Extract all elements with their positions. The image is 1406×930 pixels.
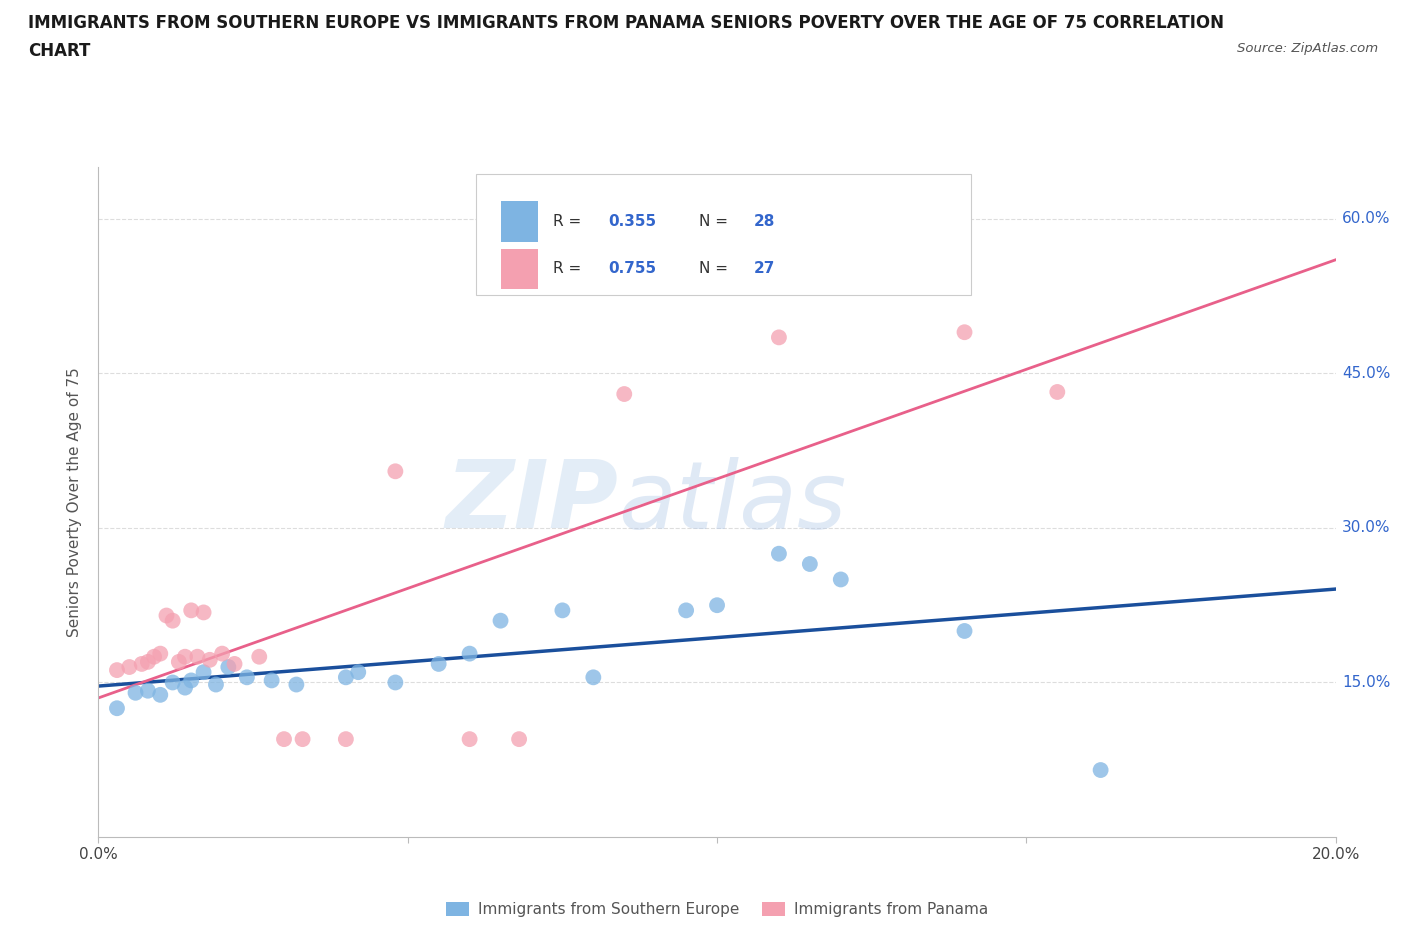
Point (1090, 763, 1112, 777)
Text: R =: R = (553, 261, 586, 276)
Point (198, 652, 221, 667)
Point (551, 603, 574, 618)
Point (285, 677, 308, 692)
Text: atlas: atlas (619, 457, 846, 548)
Y-axis label: Seniors Poverty Over the Age of 75: Seniors Poverty Over the Age of 75 (67, 367, 83, 637)
Point (582, 670, 605, 684)
Text: 15.0%: 15.0% (1341, 675, 1391, 690)
Point (953, 325, 976, 339)
Text: 28: 28 (754, 214, 776, 229)
Point (335, 732, 357, 747)
Text: N =: N = (699, 214, 733, 229)
Point (105, 663, 128, 678)
Point (384, 464, 406, 479)
Point (347, 665, 370, 680)
Text: 27: 27 (754, 261, 776, 276)
Point (830, 572, 852, 587)
Point (706, 598, 728, 613)
Bar (501, 248, 537, 288)
Point (180, 603, 202, 618)
Bar (501, 202, 537, 242)
Text: 45.0%: 45.0% (1341, 365, 1391, 381)
Point (508, 732, 530, 747)
Text: N =: N = (699, 261, 733, 276)
Point (180, 673, 202, 688)
Point (953, 623, 976, 638)
Point (118, 659, 141, 674)
Point (273, 732, 295, 747)
Point (458, 732, 481, 747)
Point (260, 673, 283, 688)
Point (291, 732, 314, 747)
Point (162, 613, 184, 628)
Point (236, 670, 259, 684)
Point (136, 655, 159, 670)
Point (136, 684, 159, 698)
Point (211, 646, 233, 661)
Text: R =: R = (553, 214, 586, 229)
FancyBboxPatch shape (475, 174, 970, 295)
Text: 0.755: 0.755 (609, 261, 657, 276)
Point (174, 649, 197, 664)
Text: 60.0%: 60.0% (1341, 211, 1391, 226)
Point (613, 387, 636, 402)
Point (124, 685, 146, 700)
Point (675, 603, 697, 618)
Point (458, 646, 481, 661)
Point (384, 675, 406, 690)
Point (489, 613, 512, 628)
Point (149, 687, 172, 702)
Point (155, 608, 177, 623)
Point (224, 657, 246, 671)
Text: CHART: CHART (28, 42, 90, 60)
Point (205, 677, 228, 692)
Legend: Immigrants from Southern Europe, Immigrants from Panama: Immigrants from Southern Europe, Immigra… (440, 896, 994, 923)
Text: Source: ZipAtlas.com: Source: ZipAtlas.com (1237, 42, 1378, 55)
Point (186, 649, 208, 664)
Point (131, 657, 153, 671)
Point (193, 665, 215, 680)
Point (247, 649, 270, 664)
Point (427, 657, 450, 671)
Point (799, 556, 821, 571)
Point (768, 330, 790, 345)
Point (217, 659, 239, 674)
Text: 30.0%: 30.0% (1341, 521, 1391, 536)
Text: 0.355: 0.355 (609, 214, 657, 229)
Point (768, 546, 790, 561)
Point (143, 649, 166, 664)
Point (193, 605, 215, 620)
Point (162, 675, 184, 690)
Point (167, 655, 190, 670)
Point (335, 670, 357, 684)
Point (105, 701, 128, 716)
Text: ZIP: ZIP (446, 457, 619, 548)
Point (174, 680, 197, 695)
Point (1046, 384, 1069, 399)
Point (149, 646, 172, 661)
Text: IMMIGRANTS FROM SOUTHERN EUROPE VS IMMIGRANTS FROM PANAMA SENIORS POVERTY OVER T: IMMIGRANTS FROM SOUTHERN EUROPE VS IMMIG… (28, 14, 1225, 32)
